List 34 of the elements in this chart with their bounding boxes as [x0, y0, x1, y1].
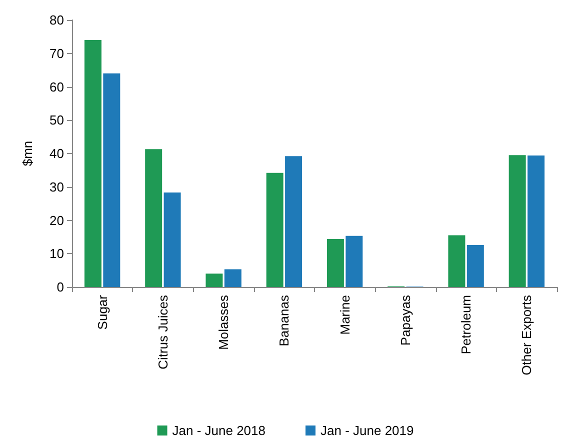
bar: [164, 192, 181, 287]
x-tick-label: Other Exports: [519, 294, 534, 376]
bar: [346, 236, 363, 287]
y-tick-label: 50: [50, 112, 64, 128]
x-tick-label: Papayas: [398, 294, 413, 346]
bar: [84, 40, 102, 287]
x-tick-label: Sugar: [94, 294, 110, 330]
bar: [285, 156, 302, 287]
bar: [224, 269, 242, 287]
bar: [145, 149, 162, 287]
bar: [206, 274, 223, 287]
x-tick-label: Marine: [337, 295, 352, 335]
bar: [266, 172, 284, 287]
x-tick-label: Bananas: [276, 294, 292, 346]
legend-label: Jan - June 2018: [172, 423, 266, 438]
bar: [326, 238, 344, 287]
bar: [448, 235, 466, 287]
legend-label: Jan - June 2019: [320, 423, 414, 438]
bar: [528, 156, 545, 287]
y-tick-label: 40: [50, 146, 64, 161]
y-tick-label: 30: [50, 179, 64, 194]
x-tick-label: Petroleum: [458, 295, 474, 354]
x-tick-label: Citrus Juices: [155, 294, 170, 370]
bar: [508, 155, 526, 287]
y-axis-title: $mn: [20, 140, 35, 166]
y-tick-label: 70: [50, 46, 64, 61]
y-tick-label: 0: [56, 280, 64, 294]
y-tick-label: 10: [50, 246, 64, 262]
y-tick-label: 60: [50, 79, 64, 94]
bar: [103, 73, 120, 287]
y-tick-label: 20: [50, 212, 64, 228]
bar: [466, 244, 484, 287]
y-tick-label: 80: [50, 12, 64, 28]
x-tick-label: Molasses: [216, 294, 232, 350]
